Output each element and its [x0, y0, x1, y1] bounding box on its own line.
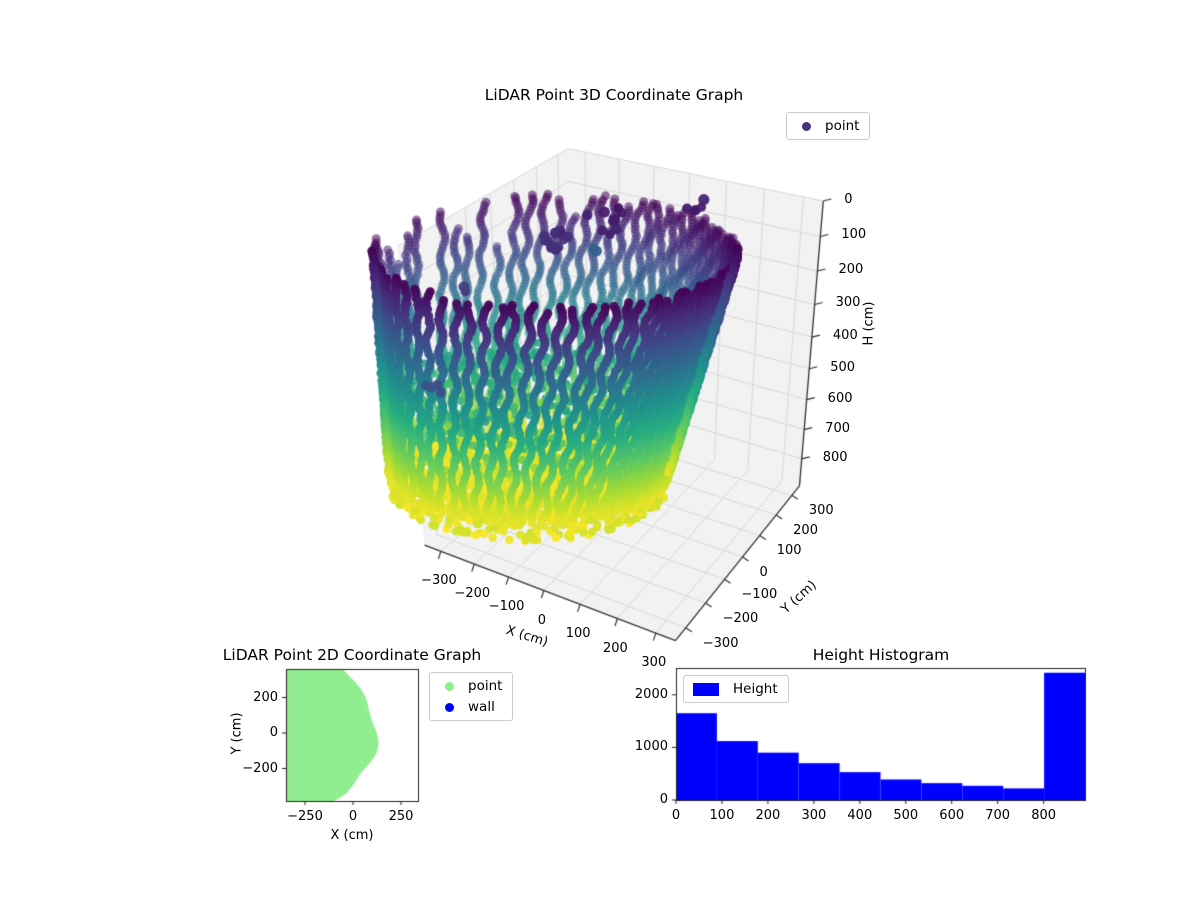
plot3d-title: LiDAR Point 3D Coordinate Graph — [484, 86, 744, 104]
tick-label: 700 — [825, 420, 850, 436]
tick-label: 200 — [838, 261, 864, 277]
tick-label: −100 — [741, 587, 778, 603]
tick-label: 0 — [671, 808, 681, 823]
tick-label: 0 — [269, 725, 278, 740]
tick-label: 0 — [659, 792, 668, 807]
tick-label: 500 — [830, 359, 856, 375]
tick-label: 400 — [847, 808, 873, 823]
tick-label: −200 — [242, 760, 278, 776]
tick-label: 200 — [755, 808, 781, 823]
tick-label: 200 — [253, 689, 278, 705]
tick-label: 200 — [793, 522, 818, 538]
tick-label: 0 — [759, 564, 768, 580]
tick-label: 100 — [709, 808, 735, 823]
legend-label: point — [468, 678, 503, 694]
tick-label: 800 — [822, 449, 848, 465]
tick-label: −300 — [702, 635, 739, 651]
legend-label: point — [825, 118, 860, 134]
legend-item-height: Height — [693, 680, 778, 698]
plot2d-xlabel: X (cm) — [330, 828, 374, 843]
tick-label: 0 — [844, 191, 853, 207]
point-marker-icon — [445, 681, 454, 691]
tick-label: 200 — [603, 640, 628, 656]
tick-label: 300 — [808, 503, 834, 519]
tick-label: 100 — [565, 626, 591, 642]
tick-label: −300 — [421, 573, 457, 589]
tick-label: −100 — [488, 599, 525, 615]
tick-label: 700 — [985, 808, 1011, 823]
legend-item-point: point — [796, 117, 859, 135]
tick-label: 0 — [537, 612, 546, 628]
plot2d-legend: point wall — [429, 672, 514, 721]
legend-item-wall: wall — [439, 698, 502, 716]
height-swatch-icon — [693, 682, 719, 696]
tick-label: 300 — [641, 655, 667, 671]
tick-label: 300 — [801, 808, 827, 823]
wall-marker-icon — [445, 702, 454, 712]
tick-label: 1000 — [634, 739, 668, 755]
tick-label: 600 — [827, 390, 853, 406]
tick-label: 2000 — [634, 686, 668, 702]
hist-legend: Height — [683, 675, 789, 703]
tick-label: 800 — [1031, 808, 1057, 823]
legend-label: Height — [733, 681, 778, 697]
legend-label: wall — [468, 699, 495, 715]
tick-label: 100 — [776, 543, 802, 559]
tick-label: 0 — [348, 809, 358, 824]
tick-label: −200 — [454, 586, 491, 602]
tick-label: 100 — [841, 227, 867, 243]
tick-label: −200 — [722, 610, 759, 626]
tick-label: 300 — [835, 295, 861, 311]
hist-title: Height Histogram — [812, 646, 950, 664]
plot3d-zlabel: H (cm) — [861, 301, 877, 346]
legend-item-point: point — [439, 677, 502, 695]
tick-label: 400 — [832, 328, 858, 344]
plot2d-title: LiDAR Point 2D Coordinate Graph — [222, 646, 482, 664]
point-marker-icon — [802, 121, 811, 131]
tick-label: 250 — [388, 809, 414, 824]
tick-label: 500 — [893, 808, 919, 823]
tick-label: 600 — [939, 808, 965, 823]
tick-label: −250 — [287, 809, 323, 824]
plot3d-legend: point — [786, 112, 871, 140]
